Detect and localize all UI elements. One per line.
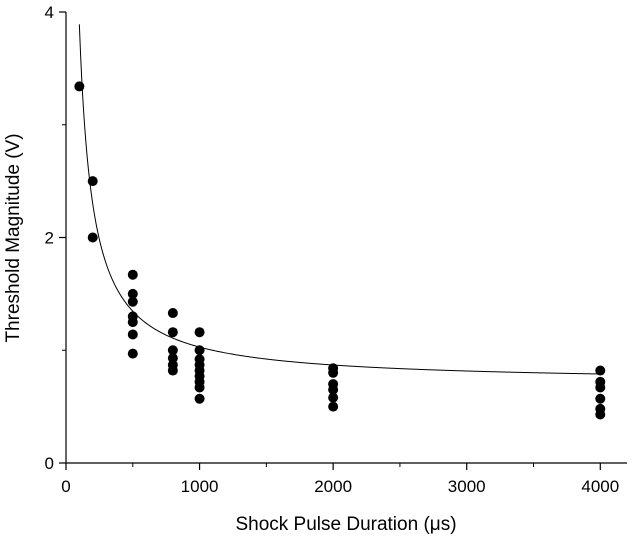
x-tick-label: 3000 [448, 477, 486, 496]
data-point [167, 365, 178, 376]
data-point [127, 317, 138, 328]
x-axis-title: Shock Pulse Duration (μs) [235, 514, 456, 535]
data-point [127, 296, 138, 307]
fit-curve [78, 24, 601, 375]
data-point [194, 345, 205, 356]
x-ticks: 0 1000 2000 3000 4000 [61, 463, 619, 496]
data-point [194, 327, 205, 338]
axes [65, 12, 627, 464]
data-point [595, 382, 606, 393]
data-points [74, 81, 606, 420]
y-tick-label: 0 [45, 454, 54, 473]
data-point [167, 345, 178, 356]
y-axis-title: Threshold Magnitude (V) [3, 133, 24, 342]
data-point [328, 401, 339, 412]
data-point [127, 348, 138, 359]
y-tick-label: 2 [45, 229, 54, 248]
data-point [194, 382, 205, 393]
data-point [167, 308, 178, 319]
data-point [194, 393, 205, 404]
x-tick-label: 4000 [581, 477, 619, 496]
data-point [87, 176, 98, 187]
x-tick-label: 1000 [181, 477, 219, 496]
x-tick-label: 2000 [314, 477, 352, 496]
data-point [328, 384, 339, 395]
data-point [328, 392, 339, 403]
data-point [167, 327, 178, 338]
y-tick-label: 4 [45, 3, 54, 22]
y-ticks: 0 2 4 [45, 3, 66, 473]
data-point [595, 409, 606, 420]
data-point [127, 269, 138, 280]
data-point [328, 367, 339, 378]
data-point [127, 288, 138, 299]
x-tick-label: 0 [61, 477, 70, 496]
data-point [74, 81, 85, 92]
data-point [595, 365, 606, 376]
data-point [87, 232, 98, 243]
data-point [595, 393, 606, 404]
data-point [127, 329, 138, 340]
